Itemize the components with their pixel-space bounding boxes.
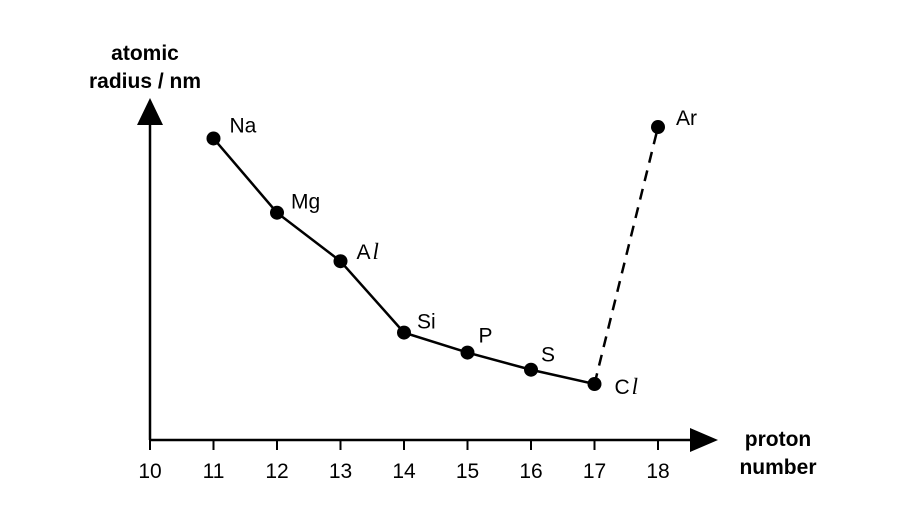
y-axis-title-line-1: atomic [111, 42, 179, 65]
x-tick-label: 10 [138, 460, 161, 483]
point-label-s: S [541, 344, 555, 367]
y-axis-arrowhead [137, 98, 163, 125]
point-label-cl: Cl [615, 374, 639, 399]
x-axis-title-line-1: proton [745, 428, 811, 451]
x-tick-label: 13 [329, 460, 352, 483]
data-point-na [206, 131, 221, 146]
data-point-s [524, 362, 538, 377]
x-axis-title-line-2: number [739, 456, 816, 479]
x-tick-label: 18 [646, 460, 669, 483]
point-label-p: P [479, 325, 493, 348]
x-tick-label: 11 [203, 460, 225, 483]
data-point-ar [651, 120, 665, 135]
point-label-mg: Mg [291, 191, 320, 214]
x-axis-arrowhead [690, 428, 718, 452]
series-lines [212, 126, 660, 386]
point-label-ar: Ar [676, 107, 697, 130]
series-line-dashed [593, 126, 660, 385]
y-axis-title-line-2: radius / nm [89, 70, 201, 93]
point-labels: Na Mg Al Si P S Cl Ar [230, 107, 698, 399]
data-point-si [397, 325, 411, 340]
x-tick-label: 15 [456, 460, 479, 483]
data-point-al [333, 254, 348, 269]
point-label-al: Al [357, 239, 379, 264]
data-point-mg [270, 205, 284, 220]
series-line-solid [212, 137, 595, 386]
x-tick-label: 17 [583, 460, 606, 483]
x-tick-label: 16 [519, 460, 542, 483]
x-tick-label: 12 [265, 460, 288, 483]
x-tick-label: 14 [392, 460, 416, 483]
data-point-cl [587, 377, 602, 391]
data-points [206, 120, 665, 391]
x-axis-ticks: 10 11 12 13 14 15 16 17 18 [138, 440, 670, 483]
point-label-si: Si [417, 311, 436, 334]
point-label-na: Na [230, 114, 257, 137]
data-point-p [460, 345, 475, 360]
